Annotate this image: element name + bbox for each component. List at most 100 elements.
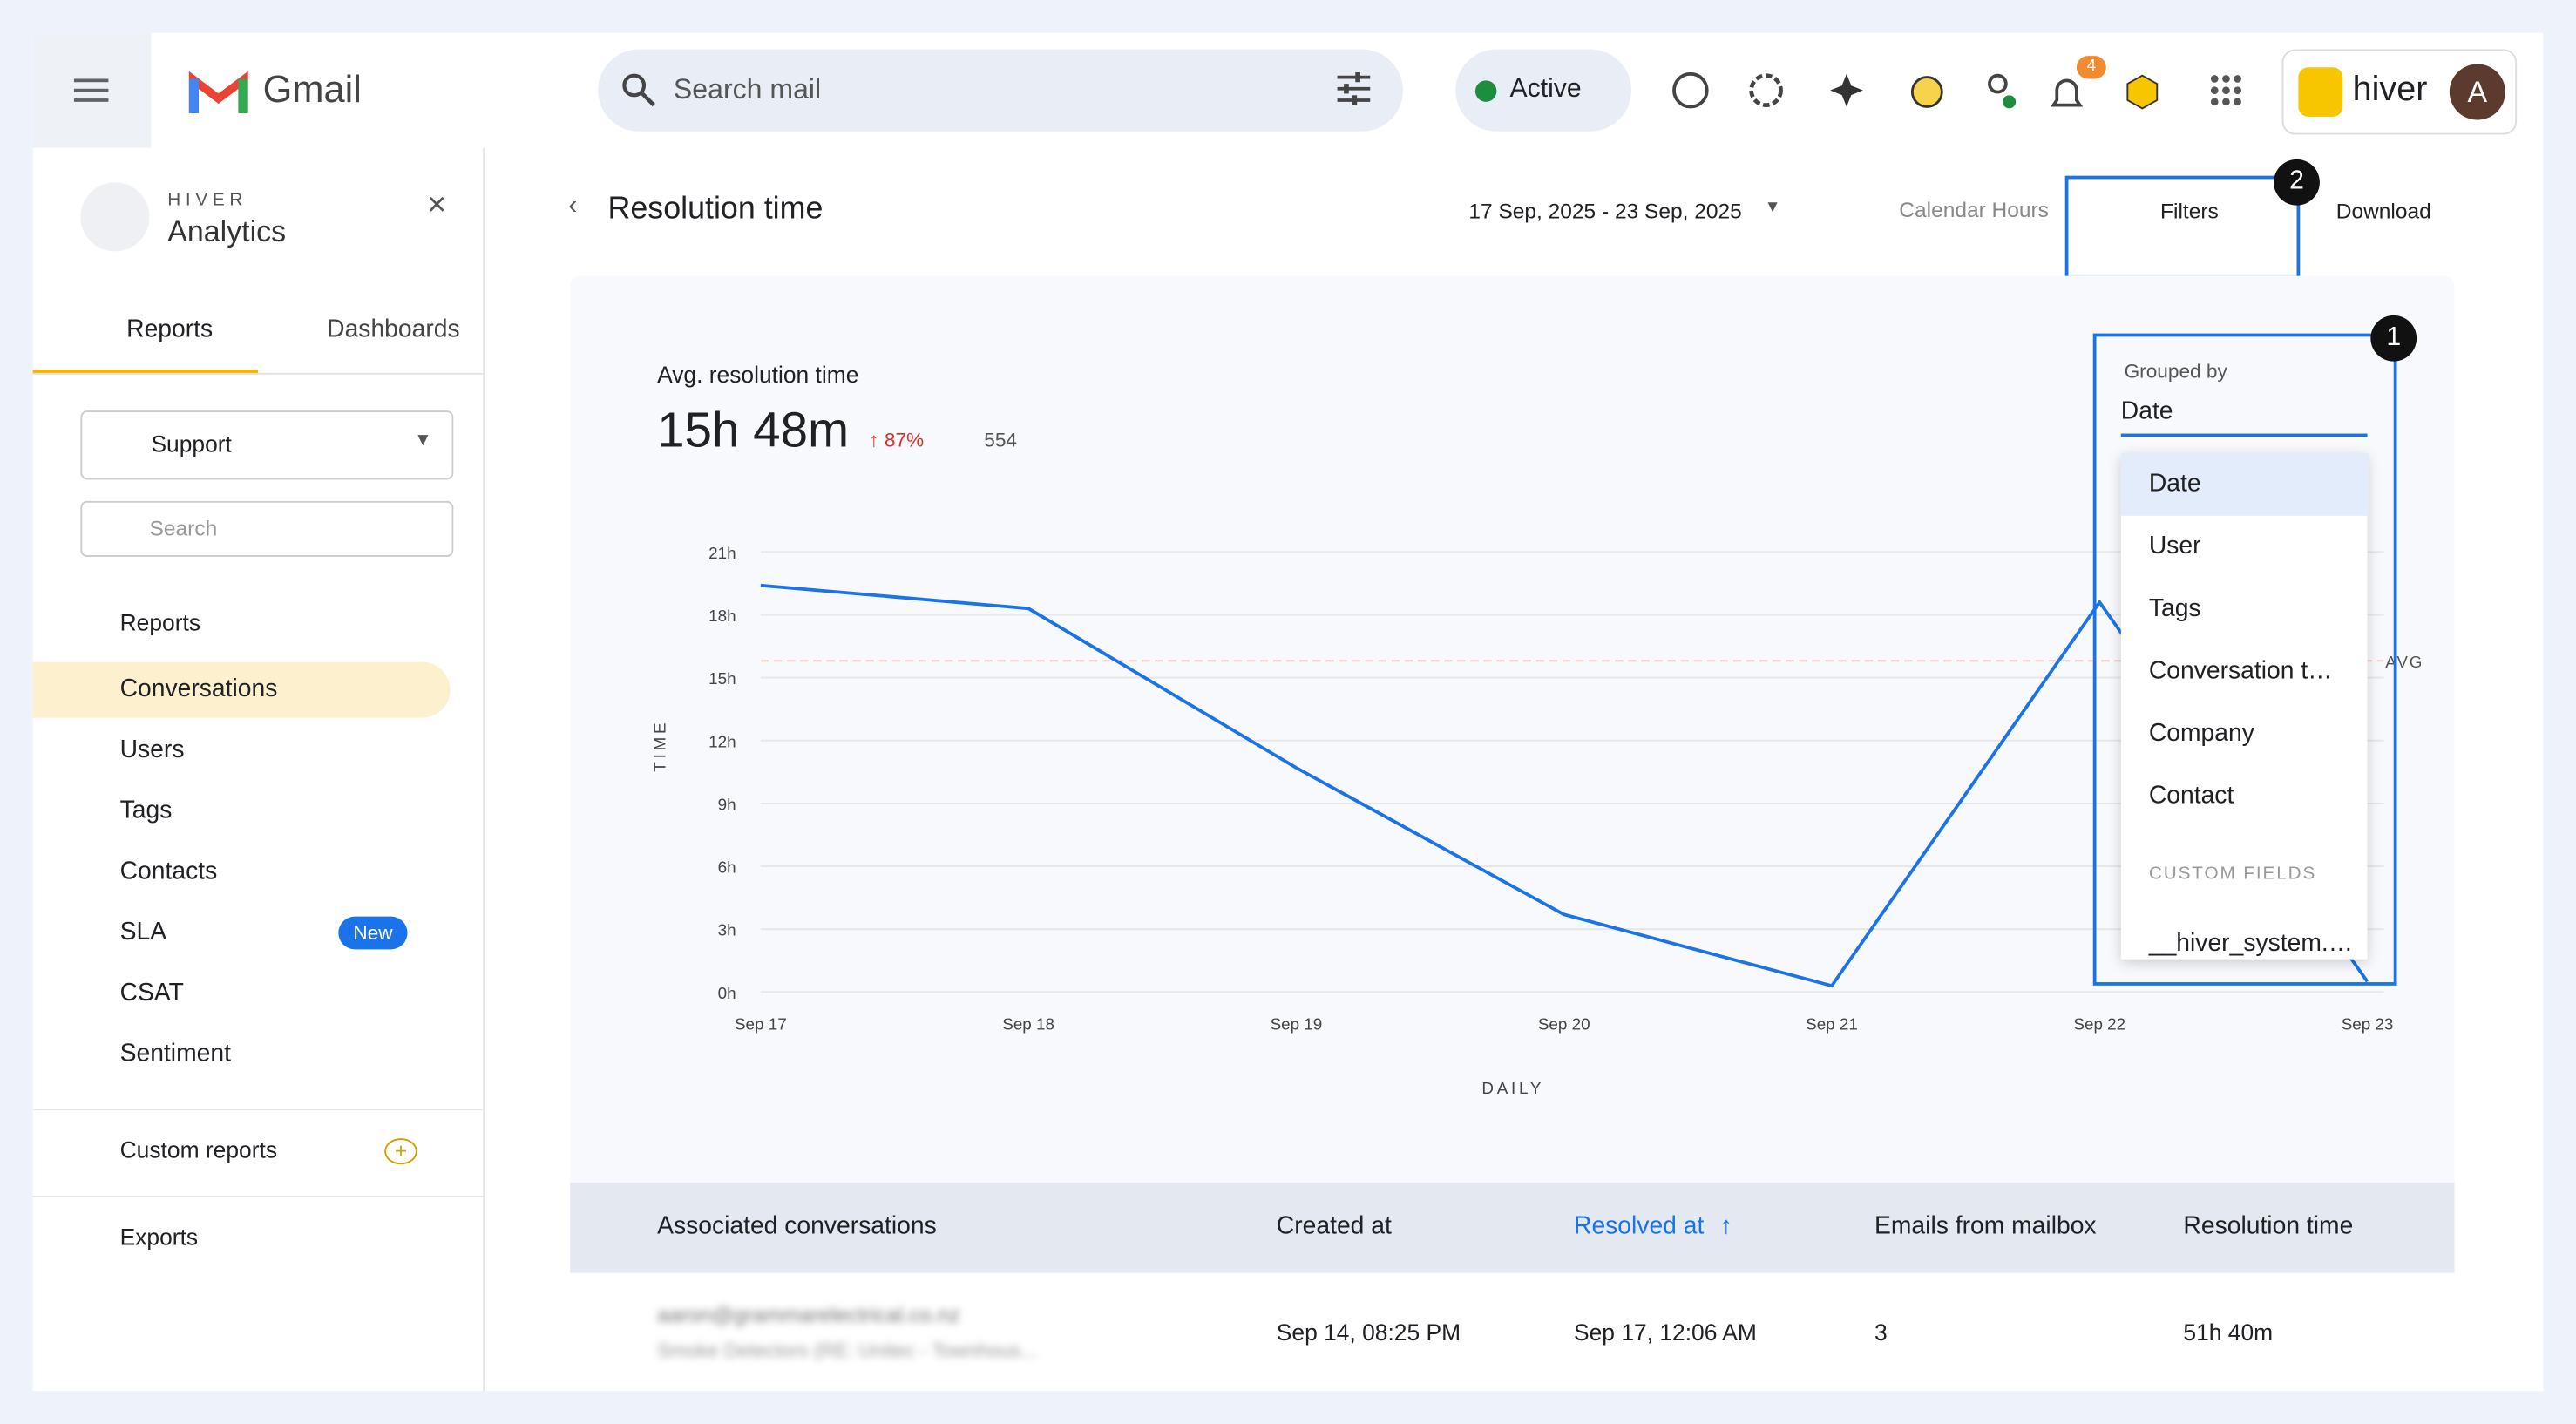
y-tick-label: 9h (718, 795, 736, 813)
search-icon (622, 73, 655, 107)
cell: Sep 14, 08:25 PM (1276, 1319, 1461, 1346)
menu-option[interactable]: Conversation t… (2148, 656, 2333, 685)
column-header[interactable]: Created at (1276, 1211, 1392, 1240)
sort-arrow: ↑ (1719, 1211, 1732, 1240)
y-tick-label: 12h (708, 732, 736, 750)
sidebar-border (483, 147, 485, 1392)
metric-label: Avg. resolution time (657, 361, 859, 388)
gmail-logo (188, 71, 248, 114)
column-header[interactable]: Associated conversations (657, 1211, 937, 1240)
change-value: 87% (884, 428, 925, 452)
brand: Analytics (167, 214, 287, 248)
step-marker: 1 (2370, 315, 2417, 362)
x-tick-label: Sep 22 (2073, 1015, 2125, 1034)
contact: aaron@grammarelectrical.co.nz (657, 1302, 960, 1327)
group-selected[interactable]: Date (2120, 397, 2173, 426)
nav-item[interactable]: Sentiment (119, 1040, 231, 1068)
download-button[interactable]: Download (2335, 199, 2431, 224)
app-name: Gmail (262, 67, 362, 111)
report-title: Resolution time (607, 192, 824, 227)
menu-option[interactable]: Date (2120, 453, 2369, 516)
cell: Sep 17, 12:06 AM (1574, 1319, 1757, 1346)
y-axis-label: TIME (651, 720, 669, 772)
filters-button[interactable]: Filters (2160, 199, 2219, 224)
date-range[interactable]: 17 Sep, 2025 - 23 Sep, 2025 (1468, 199, 1742, 224)
x-tick-label: Sep 19 (1271, 1015, 1323, 1034)
column-header[interactable]: Emails from mailbox (1874, 1211, 2097, 1240)
tab-indicator (32, 370, 258, 375)
column-header[interactable]: Resolved at (1574, 1211, 1705, 1240)
nav-item[interactable]: Custom reports (119, 1136, 278, 1163)
menu-option[interactable]: Contact (2148, 782, 2234, 810)
step-marker: 2 (2274, 159, 2320, 206)
back-button[interactable]: ‹ (568, 192, 578, 220)
avatar[interactable]: A (2449, 64, 2505, 120)
nav-item[interactable]: CSAT (119, 979, 184, 1007)
select-underline (2120, 433, 2368, 437)
menu-option[interactable]: Tags (2148, 594, 2201, 623)
table-header (570, 1182, 2455, 1273)
y-tick-label: 6h (718, 858, 736, 877)
highlight-box (2092, 333, 2397, 986)
menu-option[interactable]: User (2148, 532, 2201, 560)
active-item-bg (32, 661, 451, 718)
status-dot (1474, 80, 1497, 102)
metric-change: ↑ 87% (869, 428, 925, 452)
menu-button[interactable] (73, 76, 110, 105)
add-button[interactable]: + (384, 1138, 417, 1165)
x-tick-label: Sep 21 (1806, 1015, 1858, 1034)
close-button[interactable]: × (427, 186, 447, 224)
toolbar-icons[interactable] (1669, 69, 2261, 115)
status-label: Active (1509, 75, 1582, 104)
divider (32, 1196, 484, 1197)
metric-value: 15h 48m (657, 403, 850, 458)
column-header[interactable]: Resolution time (2183, 1211, 2354, 1240)
date-arrow: ▼ (1764, 199, 1781, 217)
menu-section: CUSTOM FIELDS (2148, 864, 2317, 884)
y-tick-label: 21h (708, 544, 736, 562)
hours-select[interactable]: Calendar Hours (1899, 197, 2049, 222)
nav-item[interactable]: Exports (119, 1224, 199, 1251)
y-tick-label: 18h (708, 607, 736, 625)
menu-option[interactable]: __hiver_system.… (2148, 929, 2354, 958)
x-tick-label: Sep 23 (2342, 1015, 2394, 1034)
y-tick-label: 0h (718, 984, 736, 1002)
analytics-logo (80, 182, 150, 252)
section-title: Reports (119, 609, 201, 636)
search-options[interactable] (1336, 71, 1372, 105)
cell: 51h 40m (2183, 1319, 2274, 1346)
hiver-logo (2298, 67, 2343, 117)
divider (32, 372, 484, 375)
dropdown-arrow: ▼ (414, 430, 432, 451)
x-tick-label: Sep 17 (735, 1015, 787, 1034)
nav-item[interactable]: Users (119, 736, 185, 764)
x-tick-label: Sep 18 (1002, 1015, 1054, 1034)
x-axis-label: DAILY (1481, 1079, 1544, 1097)
brand-top: HIVER (167, 190, 247, 211)
cell: 3 (1874, 1319, 1888, 1346)
menu-option[interactable]: Company (2148, 719, 2254, 748)
tab[interactable]: Dashboards (327, 315, 460, 343)
search-placeholder: Search mail (673, 73, 822, 105)
search-box[interactable] (598, 49, 1403, 132)
sidebar-search[interactable] (80, 500, 454, 557)
new-badge: New (338, 916, 408, 950)
tab[interactable]: Reports (126, 315, 214, 343)
hiver-brand: hiver (2352, 71, 2428, 109)
inbox-label: Support (151, 430, 232, 457)
search-placeholder: Search (149, 515, 218, 541)
nav-item[interactable]: Conversations (119, 675, 278, 703)
nav-item[interactable]: Tags (119, 797, 173, 825)
subject: Smoke Detectors (RE: Unitec - Townhous..… (657, 1339, 1037, 1362)
nav-item[interactable]: SLA (119, 918, 167, 946)
inbox-select[interactable] (80, 410, 454, 480)
notification-badge: 4 (2076, 56, 2106, 79)
divider (32, 1109, 484, 1111)
nav-item[interactable]: Contacts (119, 857, 218, 885)
data-line (760, 583, 2369, 988)
y-tick-label: 3h (718, 921, 736, 939)
dropdown-menu (2120, 453, 2368, 960)
